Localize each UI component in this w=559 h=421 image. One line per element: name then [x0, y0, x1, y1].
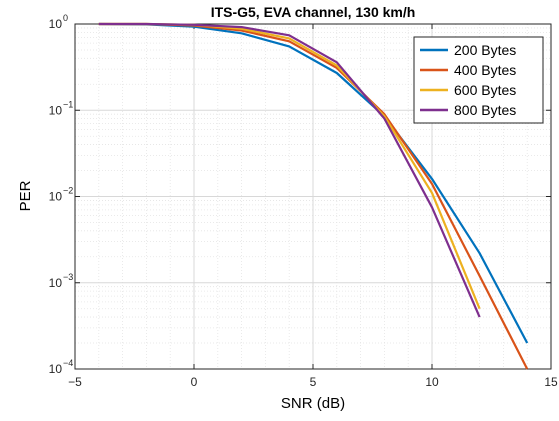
y-tick-label: 10 −2	[49, 186, 74, 204]
y-tick-label: 10 −3	[49, 272, 74, 290]
series-lines	[98, 22, 529, 370]
y-tick-exponent: −1	[63, 99, 73, 109]
series-line-800-bytes	[98, 22, 481, 318]
legend-label-200-bytes: 200 Bytes	[454, 42, 516, 58]
y-tick-exponent: −3	[63, 272, 73, 282]
y-tick-base: 10	[49, 276, 63, 290]
y-tick-exponent: 0	[63, 13, 68, 23]
x-tick-label: −5	[68, 375, 82, 389]
y-tick-base: 10	[49, 190, 63, 204]
y-axis-label: PER	[17, 180, 34, 211]
x-tick-label: 10	[425, 375, 439, 389]
x-tick-label: 0	[191, 375, 198, 389]
legend: 200 Bytes 400 Bytes 600 Bytes 800 Bytes	[413, 36, 544, 124]
legend-box	[413, 36, 544, 124]
x-tick-label: 15	[544, 375, 558, 389]
y-tick-label: 10 0	[49, 13, 68, 31]
y-tick-base: 10	[49, 362, 63, 376]
y-tick-base: 10	[49, 103, 63, 117]
y-tick-base: 10	[49, 17, 63, 31]
x-tick-label: 5	[310, 375, 317, 389]
legend-label-600-bytes: 600 Bytes	[454, 82, 516, 98]
y-tick-exponent: −2	[63, 186, 73, 196]
y-tick-label: 10 −4	[49, 358, 74, 376]
y-tick-label: 10 −1	[49, 99, 74, 117]
legend-label-800-bytes: 800 Bytes	[454, 102, 516, 118]
y-tick-exponent: −4	[63, 358, 73, 368]
x-axis-label: SNR (dB)	[281, 395, 345, 412]
chart-title: ITS-G5, EVA channel, 130 km/h	[211, 4, 416, 20]
legend-label-400-bytes: 400 Bytes	[454, 62, 516, 78]
